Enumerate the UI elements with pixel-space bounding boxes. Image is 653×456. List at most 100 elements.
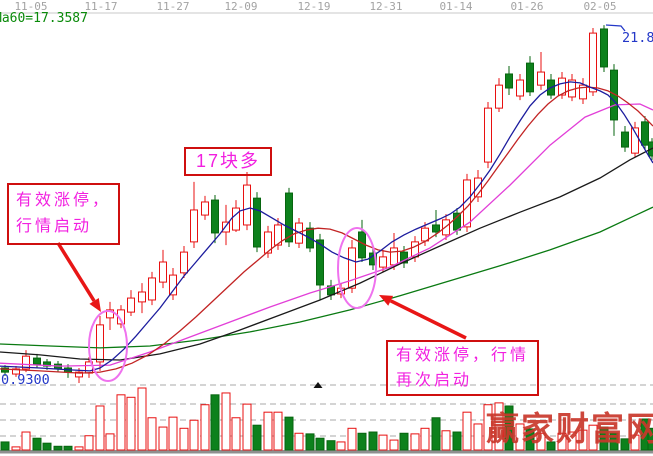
volume-bar — [515, 423, 525, 451]
candle-body — [190, 209, 198, 243]
pane-bottom-strip — [0, 450, 653, 454]
volume-bar — [294, 432, 304, 451]
candle-body — [201, 201, 209, 216]
volume-bar — [221, 392, 231, 451]
volume-bar — [95, 405, 105, 451]
volume-bar — [42, 442, 52, 451]
site-watermark: 赢家财富网 — [486, 409, 653, 448]
volume-bar — [399, 432, 409, 451]
candle-body — [211, 199, 219, 234]
candle-body — [12, 368, 20, 375]
volume-bar — [525, 428, 535, 451]
volume-bar — [609, 432, 619, 451]
volume-bar — [441, 430, 451, 451]
volume-bar — [273, 411, 283, 451]
volume-bar — [210, 394, 220, 451]
candle-body — [148, 277, 156, 301]
candle-body — [75, 371, 83, 378]
price-label-peak: 21.80 — [622, 30, 653, 46]
highlight-ellipse — [88, 310, 128, 382]
candle-body — [285, 192, 293, 243]
volume-bar — [126, 396, 136, 451]
ma-line-black — [0, 147, 653, 361]
volume-bar — [462, 411, 472, 451]
candle-body — [621, 131, 629, 148]
candle-body — [33, 357, 41, 365]
volume-bar — [263, 411, 273, 451]
volume-bar — [0, 441, 10, 451]
annotation-text-line: 有效涨停，行情 — [396, 347, 530, 364]
volume-bar — [168, 416, 178, 451]
volume-bar — [200, 404, 210, 451]
volume-bar — [630, 434, 640, 451]
x-axis-date-label: 11-27 — [156, 0, 190, 13]
candle-body — [180, 251, 188, 274]
candle-body — [516, 79, 524, 97]
candle-body — [169, 274, 177, 296]
ma-line-green — [0, 206, 653, 349]
volume-bar — [305, 433, 315, 451]
candle-body — [484, 107, 492, 163]
volume-bar — [284, 416, 294, 451]
annotation-text-line: 17块多 — [196, 151, 261, 171]
candle-body — [641, 121, 649, 146]
volume-bar — [179, 427, 189, 451]
volume-bar — [647, 427, 653, 451]
candle-body — [22, 355, 30, 370]
candle-body — [421, 227, 429, 242]
candle-body — [138, 291, 146, 303]
x-axis-date-label: 01-26 — [510, 0, 544, 13]
volume-bar — [326, 440, 336, 451]
x-axis-date-label: 11-05 — [14, 0, 48, 13]
annotation-text-line: 行情启动 — [16, 218, 93, 235]
volume-bar — [158, 426, 168, 451]
candle-body — [243, 184, 251, 226]
ma-line-red — [0, 86, 653, 374]
candle-body — [600, 28, 608, 68]
volume-bar — [410, 433, 420, 451]
annotation-arrow-shaft — [56, 242, 96, 302]
candle-body — [222, 221, 230, 233]
volume-bar — [32, 437, 42, 451]
volume-bar — [504, 405, 514, 451]
annotation-arrow-shaft — [389, 299, 467, 340]
volume-bar — [368, 431, 378, 451]
candle-body — [316, 239, 324, 286]
candle-body — [264, 231, 272, 254]
volume-bar — [11, 446, 21, 451]
candle-body — [558, 77, 566, 96]
volume-bar — [452, 431, 462, 451]
candle-body — [232, 207, 240, 231]
volume-bar — [147, 417, 157, 451]
volume-bar — [53, 445, 63, 451]
volume-bar — [74, 446, 84, 451]
candle-body — [453, 212, 461, 231]
candle-body — [348, 247, 356, 289]
volume-bar — [389, 439, 399, 451]
volume-bar — [357, 432, 367, 451]
volume-bar — [557, 432, 567, 451]
volume-bar — [620, 438, 630, 451]
volume-bar — [588, 424, 598, 451]
candle-body — [495, 84, 503, 109]
volume-bar — [420, 427, 430, 451]
volume-bar — [189, 419, 199, 451]
volume-bar — [567, 431, 577, 451]
volume-bar — [599, 426, 609, 451]
annotation-arrow-head — [89, 298, 101, 312]
volume-bar — [347, 427, 357, 451]
volume-bar — [252, 424, 262, 451]
volume-bar — [105, 433, 115, 451]
price-label-low: 0.9300 — [1, 372, 50, 388]
volume-bar — [315, 437, 325, 451]
x-axis-date-label: 12-09 — [224, 0, 258, 13]
marker-triangle-icon — [313, 382, 323, 388]
candle-body — [432, 224, 440, 233]
candle-body — [106, 309, 114, 319]
candle-body — [96, 324, 104, 363]
candle-body — [159, 261, 167, 283]
x-axis-date-label: 12-19 — [297, 0, 331, 13]
annotation-box-second-limit-up: 有效涨停，行情 再次启动 — [386, 340, 540, 396]
